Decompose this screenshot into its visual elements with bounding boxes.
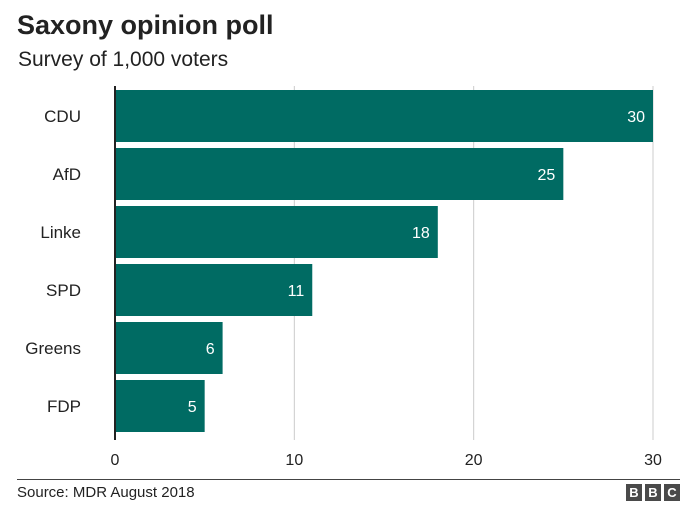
bbc-logo: B B C <box>626 484 680 501</box>
bar-value-label: 18 <box>412 225 430 242</box>
logo-letter: C <box>664 484 680 501</box>
bar <box>115 264 313 316</box>
category-label: Linke <box>40 223 81 242</box>
bar-value-label: 30 <box>627 109 645 126</box>
tick-labels: 0 10 20 30 <box>111 452 662 469</box>
category-labels: CDU AfD Linke SPD Greens FDP <box>25 107 81 416</box>
bar-value-label: 11 <box>288 283 305 300</box>
category-label: Greens <box>25 339 81 358</box>
x-tick-label: 10 <box>285 452 303 469</box>
logo-letter: B <box>626 484 642 501</box>
bar-value-label: 6 <box>206 341 215 358</box>
chart-title: Saxony opinion poll <box>17 10 274 40</box>
category-label: SPD <box>46 281 81 300</box>
footer-divider <box>17 479 680 480</box>
bars: 30 25 18 11 6 5 <box>115 90 653 432</box>
logo-letter: B <box>645 484 661 501</box>
bar-value-label: 5 <box>188 399 197 416</box>
x-tick-label: 20 <box>465 452 483 469</box>
x-tick-label: 0 <box>111 452 120 469</box>
bar <box>115 380 205 432</box>
bar <box>115 148 564 200</box>
bar <box>115 90 653 142</box>
category-label: FDP <box>47 397 81 416</box>
source-note: Source: MDR August 2018 <box>17 484 195 501</box>
x-tick-label: 30 <box>644 452 662 469</box>
gridlines <box>293 86 654 440</box>
chart-subtitle: Survey of 1,000 voters <box>18 48 229 71</box>
bar <box>115 206 438 258</box>
bar-value-label: 25 <box>538 167 556 184</box>
bar <box>115 322 223 374</box>
category-label: CDU <box>44 107 81 126</box>
category-label: AfD <box>53 165 81 184</box>
